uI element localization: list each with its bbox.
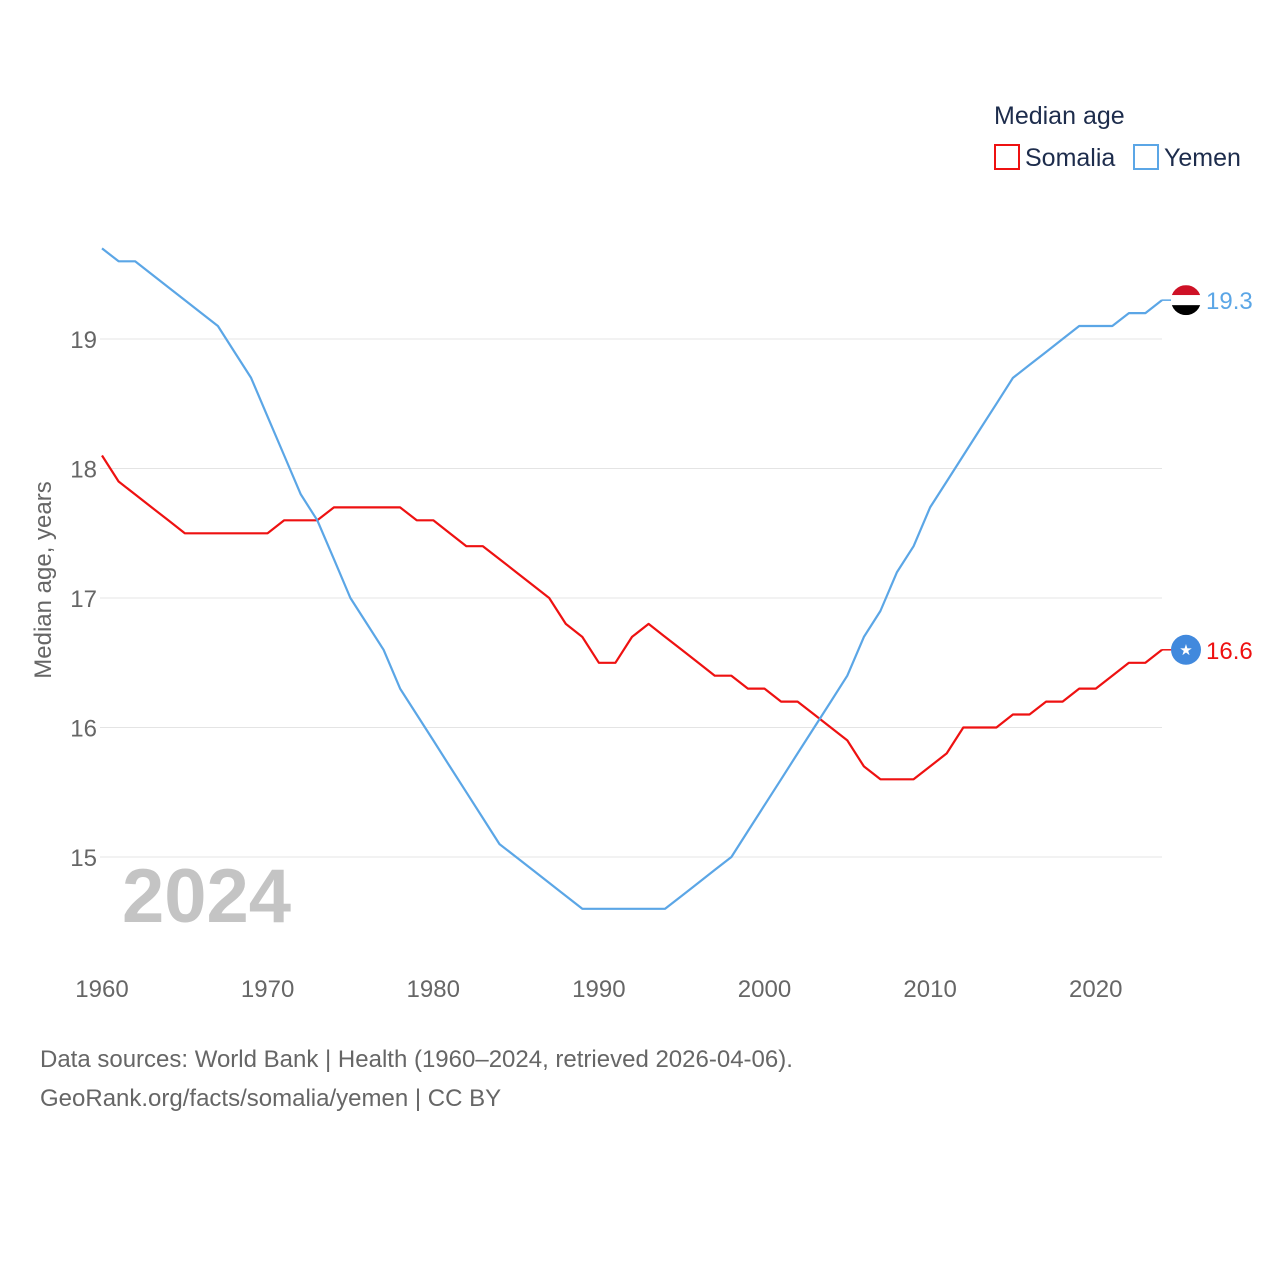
- end-value-label-yemen: 19.3: [1206, 288, 1253, 315]
- series-line-yemen[interactable]: [101, 247, 1163, 910]
- legend-item-yemen[interactable]: Yemen: [1133, 144, 1241, 172]
- x-tick-label: 1970: [241, 976, 294, 1003]
- data-sources-text: Data sources: World Bank | Health (1960–…: [40, 1046, 793, 1073]
- end-value-label-somalia: 16.6: [1206, 638, 1253, 665]
- x-axis: 1960 1970 1980 1990 2000 2010 2020: [75, 976, 1122, 1003]
- x-tick-label: 2000: [738, 976, 791, 1003]
- y-tick-label: 15: [70, 845, 97, 872]
- legend: Median age Somalia Yemen: [994, 102, 1241, 172]
- x-tick-label: 1980: [407, 976, 460, 1003]
- svg-text:★: ★: [1179, 641, 1192, 659]
- y-axis: 15 16 17 18 19: [70, 327, 97, 872]
- x-tick-label: 2010: [903, 976, 956, 1003]
- gridlines: [100, 338, 1162, 858]
- y-axis-label: Median age, years: [30, 481, 57, 678]
- x-tick-label: 1990: [572, 976, 625, 1003]
- legend-swatch-yemen: [1133, 144, 1159, 170]
- series-line-somalia[interactable]: [101, 454, 1163, 781]
- legend-label-yemen: Yemen: [1164, 144, 1241, 172]
- series-end-markers: ★ 16.6 19.3: [1162, 285, 1253, 665]
- y-tick-label: 19: [70, 327, 97, 354]
- x-tick-label: 2020: [1069, 976, 1122, 1003]
- legend-item-somalia[interactable]: Somalia: [994, 144, 1115, 172]
- footer: Data sources: World Bank | Health (1960–…: [40, 1040, 793, 1118]
- legend-swatch-somalia: [994, 144, 1020, 170]
- series-lines: [101, 247, 1163, 910]
- legend-title: Median age: [994, 102, 1125, 130]
- y-tick-label: 17: [70, 586, 97, 613]
- year-watermark: 2024: [122, 854, 291, 939]
- yemen-flag-icon: [1171, 285, 1201, 316]
- legend-label-somalia: Somalia: [1025, 144, 1115, 172]
- somalia-flag-icon: ★: [1171, 634, 1201, 665]
- source-link[interactable]: GeoRank.org/facts/somalia/yemen | CC BY: [40, 1085, 502, 1112]
- x-tick-label: 1960: [75, 976, 128, 1003]
- y-tick-label: 16: [70, 716, 97, 743]
- y-tick-label: 18: [70, 457, 97, 484]
